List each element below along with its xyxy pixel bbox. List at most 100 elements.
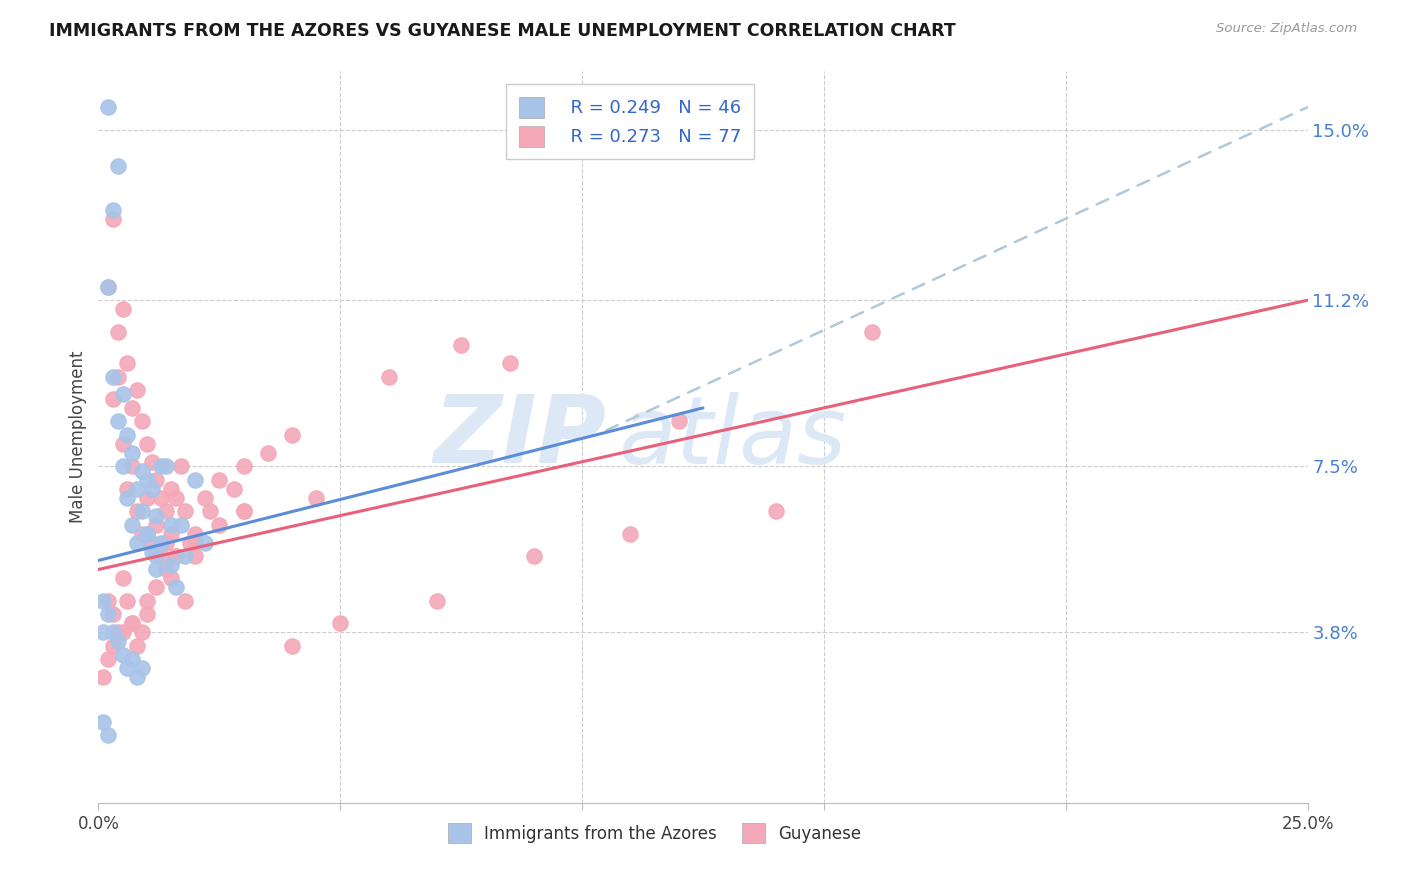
Point [107, 625, 129, 640]
Point [184, 549, 207, 563]
Point [426, 594, 449, 608]
Point [97, 652, 120, 666]
Point [160, 558, 183, 572]
Point [165, 581, 187, 595]
Point [91, 594, 114, 608]
Point [127, 482, 149, 496]
Point [97, 279, 120, 293]
Point [160, 517, 183, 532]
Point [135, 526, 157, 541]
Point [232, 504, 254, 518]
Point [121, 517, 143, 532]
Point [141, 455, 163, 469]
Point [121, 401, 143, 415]
Point [256, 446, 278, 460]
Point [127, 383, 149, 397]
Point [111, 648, 134, 662]
Point [281, 427, 304, 442]
Point [174, 594, 197, 608]
Point [765, 504, 787, 518]
Point [131, 504, 153, 518]
Point [101, 203, 124, 218]
Point [222, 482, 245, 496]
Point [121, 446, 143, 460]
Point [97, 594, 120, 608]
Point [150, 491, 173, 505]
Point [107, 414, 129, 428]
Point [101, 639, 124, 653]
Point [184, 526, 207, 541]
Point [184, 535, 207, 549]
Point [232, 504, 254, 518]
Y-axis label: Male Unemployment: Male Unemployment [69, 351, 87, 524]
Point [232, 459, 254, 474]
Point [150, 459, 173, 474]
Point [121, 459, 143, 474]
Point [111, 459, 134, 474]
Point [145, 473, 167, 487]
Point [145, 549, 167, 563]
Point [135, 491, 157, 505]
Point [165, 491, 187, 505]
Point [97, 729, 120, 743]
Point [131, 526, 153, 541]
Legend: Immigrants from the Azores, Guyanese: Immigrants from the Azores, Guyanese [441, 817, 869, 849]
Point [208, 473, 231, 487]
Point [208, 517, 231, 532]
Point [150, 549, 173, 563]
Point [169, 459, 191, 474]
Point [141, 544, 163, 558]
Point [91, 625, 114, 640]
Text: atlas: atlas [619, 392, 846, 483]
Point [169, 517, 191, 532]
Point [450, 338, 472, 352]
Point [111, 625, 134, 640]
Point [305, 491, 328, 505]
Point [155, 562, 177, 576]
Point [179, 535, 201, 549]
Point [141, 535, 163, 549]
Point [121, 652, 143, 666]
Point [107, 634, 129, 648]
Point [117, 482, 139, 496]
Point [135, 473, 157, 487]
Point [111, 437, 134, 451]
Point [135, 594, 157, 608]
Point [127, 535, 149, 549]
Point [145, 517, 167, 532]
Point [131, 464, 153, 478]
Point [619, 526, 641, 541]
Point [150, 535, 173, 549]
Point [174, 549, 197, 563]
Point [165, 549, 187, 563]
Point [174, 504, 197, 518]
Point [101, 212, 124, 227]
Point [194, 491, 217, 505]
Point [101, 625, 124, 640]
Text: ZIP: ZIP [433, 391, 606, 483]
Point [145, 562, 167, 576]
Point [117, 356, 139, 370]
Point [160, 571, 183, 585]
Point [107, 159, 129, 173]
Point [155, 535, 177, 549]
Point [97, 607, 120, 622]
Point [127, 670, 149, 684]
Point [117, 594, 139, 608]
Point [131, 661, 153, 675]
Point [117, 491, 139, 505]
Point [198, 504, 221, 518]
Text: IMMIGRANTS FROM THE AZORES VS GUYANESE MALE UNEMPLOYMENT CORRELATION CHART: IMMIGRANTS FROM THE AZORES VS GUYANESE M… [49, 22, 956, 40]
Point [155, 504, 177, 518]
Point [101, 607, 124, 622]
Point [668, 414, 690, 428]
Point [184, 473, 207, 487]
Point [135, 607, 157, 622]
Point [135, 526, 157, 541]
Point [121, 616, 143, 631]
Point [860, 325, 883, 339]
Point [145, 508, 167, 523]
Point [111, 387, 134, 401]
Text: Source: ZipAtlas.com: Source: ZipAtlas.com [1216, 22, 1357, 36]
Point [160, 526, 183, 541]
